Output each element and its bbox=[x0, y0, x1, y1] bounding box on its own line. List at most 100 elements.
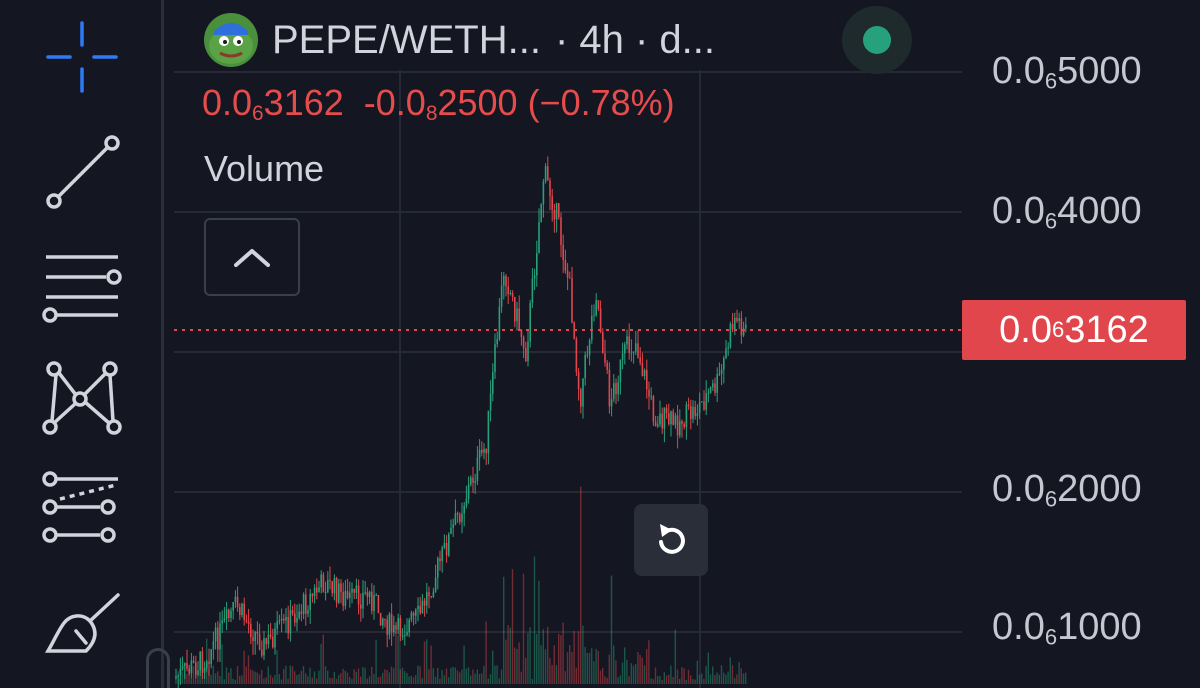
volume-bar bbox=[426, 639, 428, 684]
candle-body bbox=[450, 527, 452, 534]
volume-bar bbox=[386, 670, 388, 684]
pattern-tool[interactable] bbox=[32, 350, 132, 440]
brush-tool[interactable] bbox=[32, 574, 132, 664]
volume-indicator-label[interactable]: Volume bbox=[204, 148, 325, 189]
crosshair-tool[interactable] bbox=[32, 12, 132, 102]
volume-bar bbox=[417, 665, 419, 684]
volume-bar bbox=[280, 679, 283, 684]
candle-body bbox=[331, 581, 333, 594]
candle-body bbox=[650, 396, 652, 398]
candle-body bbox=[709, 387, 712, 393]
volume-bar bbox=[522, 573, 525, 684]
volume-bar bbox=[368, 676, 371, 684]
volume-bar bbox=[657, 676, 659, 684]
trend-line-tool[interactable] bbox=[32, 126, 132, 216]
volume-bar bbox=[527, 632, 529, 684]
candle-body bbox=[606, 362, 608, 370]
volume-bar bbox=[375, 639, 377, 684]
candle-body bbox=[201, 651, 204, 673]
horizontal-lines-tool[interactable] bbox=[32, 238, 132, 328]
volume-bar bbox=[551, 664, 553, 684]
volume-bar bbox=[492, 650, 494, 684]
volume-bar bbox=[641, 657, 643, 684]
candle-body bbox=[364, 592, 366, 594]
candle-body bbox=[599, 308, 602, 333]
symbol-legend[interactable]: PEPE/WETH... · 4h · d... bbox=[204, 12, 715, 68]
volume-bar bbox=[544, 649, 547, 684]
volume-bar bbox=[450, 667, 452, 684]
candle-body bbox=[551, 196, 553, 210]
candle-body bbox=[723, 357, 725, 370]
volume-bar bbox=[340, 673, 342, 684]
collapse-legend-button[interactable] bbox=[204, 218, 300, 296]
volume-bar bbox=[399, 669, 401, 684]
candle-body bbox=[707, 392, 710, 394]
candle-body bbox=[736, 317, 738, 322]
market-status[interactable] bbox=[842, 6, 912, 74]
volume-bar bbox=[230, 668, 232, 684]
candle-body bbox=[291, 610, 294, 614]
candle-body bbox=[426, 592, 428, 606]
volume-bar bbox=[390, 666, 393, 684]
candle-body bbox=[179, 668, 182, 676]
volume-bar bbox=[566, 652, 569, 684]
crosshair-icon bbox=[46, 21, 118, 93]
volume-bar bbox=[423, 641, 426, 684]
candle-body bbox=[487, 410, 490, 454]
candle-body bbox=[283, 618, 285, 621]
candle-body bbox=[333, 577, 336, 594]
volume-bar bbox=[296, 674, 298, 684]
volume-bar bbox=[461, 669, 463, 684]
volume-bar bbox=[362, 666, 364, 684]
candle-body bbox=[652, 396, 655, 422]
candle-body bbox=[687, 404, 690, 407]
volume-bar bbox=[203, 676, 206, 684]
candle-body bbox=[258, 633, 261, 650]
volume-bar bbox=[597, 651, 599, 684]
volume-bar bbox=[701, 673, 703, 684]
candle-body bbox=[527, 341, 529, 362]
volume-bar bbox=[465, 668, 467, 684]
candle-body bbox=[212, 641, 215, 650]
candle-body bbox=[441, 547, 443, 562]
volume-bar bbox=[476, 669, 478, 684]
volume-bar bbox=[740, 668, 742, 684]
volume-bar bbox=[472, 669, 474, 684]
candle-body bbox=[351, 588, 353, 593]
volume-bar bbox=[379, 676, 382, 684]
reset-chart-button[interactable] bbox=[634, 504, 708, 576]
volume-bar bbox=[294, 671, 296, 684]
candle-body bbox=[360, 604, 362, 609]
volume-bar bbox=[569, 645, 571, 684]
candle-body bbox=[452, 524, 454, 528]
volume-bar bbox=[190, 677, 192, 684]
volume-bar bbox=[738, 662, 740, 684]
volume-bar bbox=[723, 672, 725, 684]
fib-tool[interactable] bbox=[32, 462, 132, 552]
volume-bar bbox=[610, 575, 613, 684]
candle-body bbox=[340, 583, 342, 592]
last-price-tag: 0.0 6 3162 bbox=[962, 300, 1186, 360]
volume-bar bbox=[520, 671, 522, 684]
candle-body bbox=[192, 660, 195, 663]
candle-body bbox=[731, 323, 734, 330]
candle-body bbox=[322, 574, 325, 593]
candle-body bbox=[221, 620, 223, 624]
candle-body bbox=[415, 609, 417, 616]
volume-bar bbox=[683, 668, 685, 684]
candle-body bbox=[742, 328, 745, 336]
candle-body bbox=[494, 344, 496, 373]
candle-body bbox=[366, 592, 369, 597]
toolbar-scroll-handle[interactable] bbox=[146, 648, 170, 688]
candle-body bbox=[206, 661, 208, 668]
volume-bar bbox=[263, 678, 265, 684]
candle-body bbox=[375, 594, 377, 596]
chart-pane[interactable] bbox=[164, 0, 1200, 688]
volume-bar bbox=[511, 569, 514, 684]
reset-icon bbox=[659, 524, 685, 554]
volume-bar bbox=[285, 665, 287, 684]
candle-body bbox=[679, 420, 681, 436]
price-chart-canvas[interactable] bbox=[164, 0, 1200, 688]
volume-bar bbox=[210, 674, 212, 684]
candle-body bbox=[562, 244, 564, 261]
